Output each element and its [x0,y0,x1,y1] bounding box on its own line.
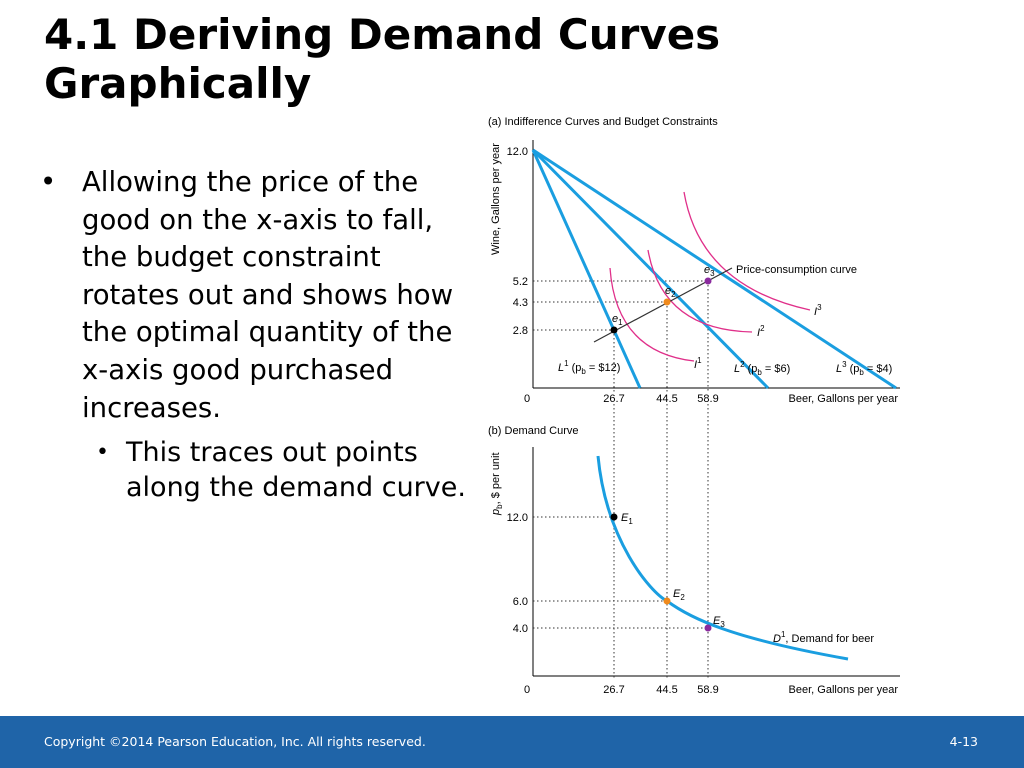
footer-bar: Copyright ©2014 Pearson Education, Inc. … [0,716,1024,768]
label-e2: e2 [665,285,676,299]
price-consumption-label: Price-consumption curve [736,264,857,276]
label-demand-D1: D1, Demand for beer [773,630,874,645]
panel-b: (b) Demand Curve pb, $ per unit E1 E2 E3… [488,404,900,696]
tick-a-origin: 0 [524,393,530,405]
bullet-item-sub: • This traces out points along the deman… [40,435,470,505]
point-e2 [663,298,671,306]
figure-svg: (a) Indifference Curves and Budget Const… [488,116,900,696]
label-L3: L3 (pb = $4) [836,360,892,377]
slide-title-line-2: Graphically [44,59,312,108]
tick-b-y-4-0: 4.0 [513,623,528,635]
tick-a-y-2-8: 2.8 [513,325,528,337]
point-E2 [663,597,671,605]
bullet-sub-text: This traces out points along the demand … [126,437,466,504]
slide-title-line-1: 4.1 Deriving Demand Curves [44,10,721,59]
budget-line-L2 [531,148,770,390]
tick-b-x-44-5: 44.5 [656,684,677,696]
tick-a-x-44-5: 44.5 [656,393,677,405]
indifference-curve-I3 [683,191,811,311]
tick-a-y-4-3: 4.3 [513,297,528,309]
label-E2: E2 [673,588,685,602]
tick-a-x-26-7: 26.7 [603,393,624,405]
tick-b-x-26-7: 26.7 [603,684,624,696]
panel-b-guides [533,404,709,680]
panel-a-guides [533,280,709,392]
label-L2: L2 (pb = $6) [734,360,790,377]
indifference-curve-I2 [647,249,753,333]
bullet-dot-icon: • [40,166,57,198]
panel-a-y-axis-label: Wine, Gallons per year [490,143,502,255]
panel-b-title: (b) Demand Curve [488,425,578,437]
budget-line-L3 [532,148,897,390]
panel-b-y-axis-label: pb, $ per unit [490,452,504,516]
label-I1: I1 [694,356,702,371]
tick-b-y-12-0: 12.0 [507,512,528,524]
label-E3: E3 [713,615,725,629]
tick-a-y-12-0: 12.0 [507,146,528,158]
tick-b-y-6-0: 6.0 [513,596,528,608]
label-L1: L1 (pb = $12) [558,359,620,376]
point-E3 [704,624,712,632]
footer-copyright: Copyright ©2014 Pearson Education, Inc. … [44,734,426,749]
panel-b-x-axis-label: Beer, Gallons per year [789,684,899,696]
sub-bullet-dot-icon: • [96,440,109,466]
tick-b-x-58-9: 58.9 [697,684,718,696]
bullet-main-text: Allowing the price of the good on the x-… [82,166,454,424]
slide-title: 4.1 Deriving Demand Curves Graphically [44,10,824,108]
budget-line-L1 [531,149,642,389]
label-I2: I2 [757,324,765,339]
panel-a: (a) Indifference Curves and Budget Const… [488,116,900,405]
label-e1: e1 [612,313,623,327]
indifference-curve-I1 [609,267,695,362]
point-e1 [610,326,618,334]
tick-a-y-5-2: 5.2 [513,276,528,288]
slide-number: 4-13 [949,734,978,749]
label-E1: E1 [621,512,633,526]
tick-b-origin: 0 [524,684,530,696]
point-E1 [610,513,618,521]
panel-a-x-axis-label: Beer, Gallons per year [789,393,899,405]
label-I3: I3 [814,303,822,318]
panel-a-title: (a) Indifference Curves and Budget Const… [488,116,718,128]
label-e3: e3 [704,264,715,278]
tick-a-x-58-9: 58.9 [697,393,718,405]
point-e3 [704,277,712,285]
bullet-item-main: • Allowing the price of the good on the … [40,164,470,427]
bullet-list: • Allowing the price of the good on the … [40,164,470,505]
